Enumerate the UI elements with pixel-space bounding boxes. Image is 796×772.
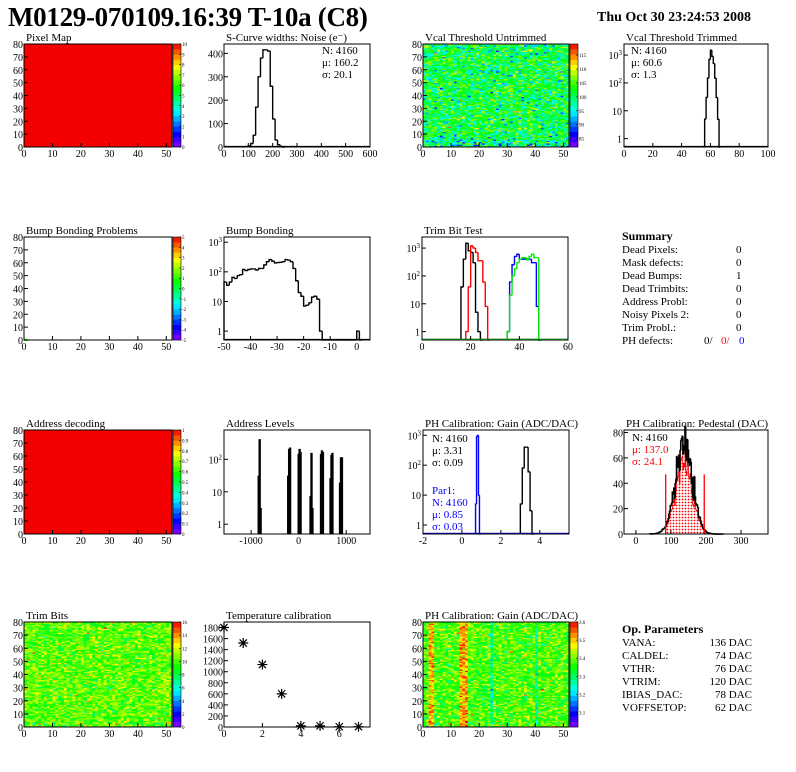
colorbar-tick-label: 7 — [182, 74, 185, 79]
colorbar-tick-label: 4 — [182, 105, 185, 110]
colorbar-band — [173, 49, 181, 54]
y-tick-label: 200 — [208, 96, 223, 107]
histogram-bin — [263, 50, 265, 58]
colorbar-band — [173, 142, 181, 147]
colorbar-band — [173, 70, 181, 75]
colorbar-band — [173, 75, 181, 80]
x-tick-label: 10 — [47, 149, 57, 160]
y-tick-label: 20 — [13, 117, 23, 128]
x-tick-label: 20 — [76, 149, 86, 160]
colorbar-tick-label: 6 — [182, 84, 185, 89]
colorbar-band — [173, 137, 181, 142]
colorbar-tick-label: 9 — [182, 53, 185, 58]
colorbar-tick-label: 1 — [182, 136, 185, 141]
colorbar-band — [173, 85, 181, 90]
y-tick-label: 70 — [13, 53, 23, 64]
colorbar-band — [173, 121, 181, 126]
y-tick-label: 40 — [13, 92, 23, 103]
stats-text: N: 4160 — [322, 45, 358, 57]
plot-title: S-Curve widths: Noise (e⁻) — [226, 32, 347, 44]
x-tick-label: 100 — [241, 149, 256, 160]
y-tick-label: 400 — [208, 49, 223, 60]
stats-text: σ: 20.1 — [322, 69, 353, 81]
y-tick-label: 50 — [13, 79, 23, 90]
colorbar-band — [173, 116, 181, 121]
colorbar-band — [173, 80, 181, 85]
colorbar-band — [173, 126, 181, 131]
y-tick-label: 30 — [13, 104, 23, 115]
colorbar-band — [173, 54, 181, 59]
histogram-bin — [270, 51, 272, 86]
histogram-bin — [275, 119, 277, 140]
x-tick-label: 300 — [290, 149, 305, 160]
y-tick-label: 0 — [18, 143, 23, 154]
x-tick-label: 400 — [314, 149, 329, 160]
histogram-bin — [258, 77, 260, 107]
x-tick-label: 50 — [161, 149, 171, 160]
histogram-bin — [261, 58, 263, 77]
x-tick-label: 500 — [338, 149, 353, 160]
x-tick-label: 600 — [363, 149, 378, 160]
plot-title: Pixel Map — [26, 32, 72, 44]
x-tick-label: 30 — [104, 149, 114, 160]
histogram-bin — [273, 86, 275, 119]
histogram-bin — [253, 135, 255, 143]
histogram-bin — [278, 140, 280, 145]
histogram-bin — [251, 143, 253, 145]
colorbar-band — [173, 44, 181, 49]
colorbar-band — [173, 65, 181, 70]
histogram-bin — [256, 107, 258, 135]
colorbar-tick-label: 2 — [182, 125, 185, 130]
y-tick-label: 100 — [208, 120, 223, 131]
colorbar-band — [173, 96, 181, 101]
colorbar-band — [173, 106, 181, 111]
colorbar-tick-label: 0 — [182, 146, 185, 151]
plot-scurve: S-Curve widths: Noise (e⁻) 0 100 200 300 400 5… — [208, 32, 378, 160]
y-tick-label: 0 — [218, 143, 223, 154]
colorbar-band — [173, 101, 181, 106]
heatmap-cells — [24, 44, 172, 147]
colorbar-band — [173, 90, 181, 95]
y-tick-label: 10 — [13, 130, 23, 141]
colorbar-tick-label: 5 — [182, 95, 185, 100]
x-tick-label: 200 — [265, 149, 280, 160]
y-tick-label: 80 — [13, 40, 23, 51]
stats-text: μ: 160.2 — [322, 57, 358, 69]
colorbar-band — [173, 59, 181, 64]
colorbar-tick-label: 3 — [182, 115, 185, 120]
colorbar-tick-label: 10 — [182, 43, 188, 48]
colorbar-band — [173, 132, 181, 137]
y-tick-label: 300 — [208, 73, 223, 84]
colorbar-tick-label: 8 — [182, 64, 185, 69]
colorbar-band — [173, 111, 181, 116]
y-tick-label: 60 — [13, 66, 23, 77]
histogram-bin — [268, 50, 270, 51]
x-tick-label: 40 — [133, 149, 143, 160]
